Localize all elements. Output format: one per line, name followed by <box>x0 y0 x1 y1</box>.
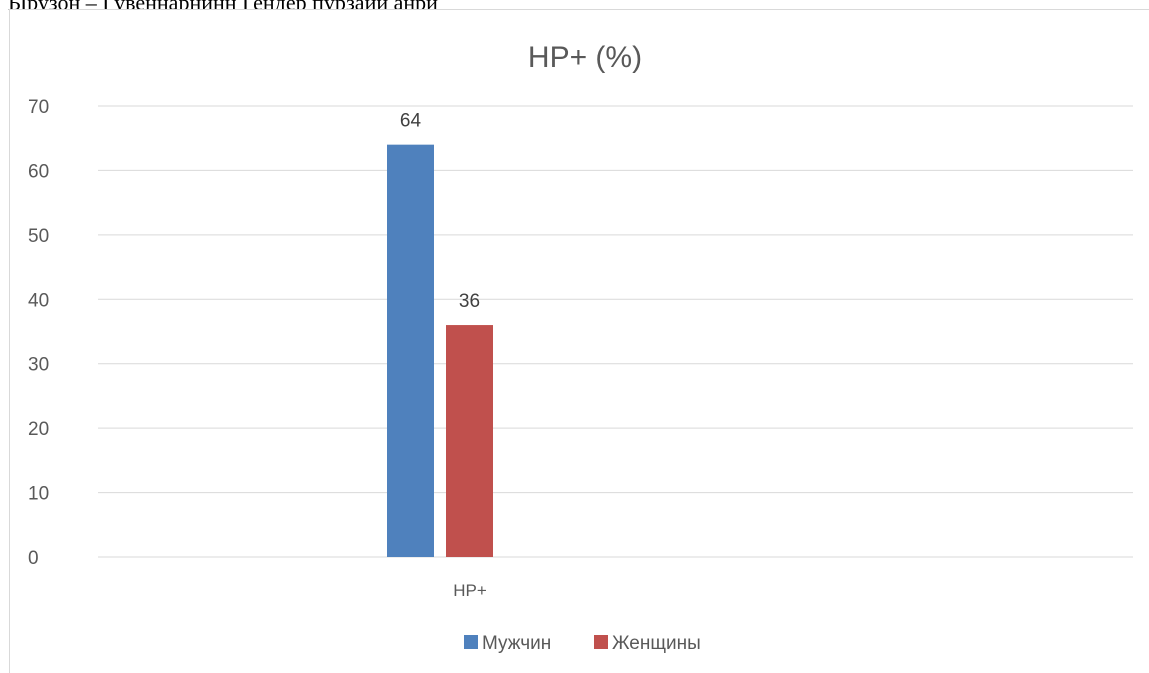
y-tick-label: 50 <box>28 226 49 247</box>
y-tick-label: 30 <box>28 355 49 376</box>
y-tick-label: 20 <box>28 419 49 440</box>
legend-swatch <box>594 635 608 649</box>
y-tick-label: 0 <box>28 548 39 569</box>
data-label: 64 <box>400 111 422 132</box>
legend-swatch <box>464 635 478 649</box>
y-tick-label: 70 <box>28 97 49 118</box>
y-tick-label: 10 <box>28 484 49 505</box>
chart-title: HP+ (%) <box>528 41 642 74</box>
y-tick-label: 40 <box>28 290 49 311</box>
x-category-label: HP+ <box>453 581 487 600</box>
legend-label: Женщины <box>612 633 701 654</box>
data-label: 36 <box>459 291 480 312</box>
bar-men <box>387 144 434 557</box>
bar-women <box>446 325 493 557</box>
chart-area <box>9 9 1149 673</box>
y-tick-label: 60 <box>28 161 49 182</box>
legend-label: Мужчин <box>482 633 551 654</box>
